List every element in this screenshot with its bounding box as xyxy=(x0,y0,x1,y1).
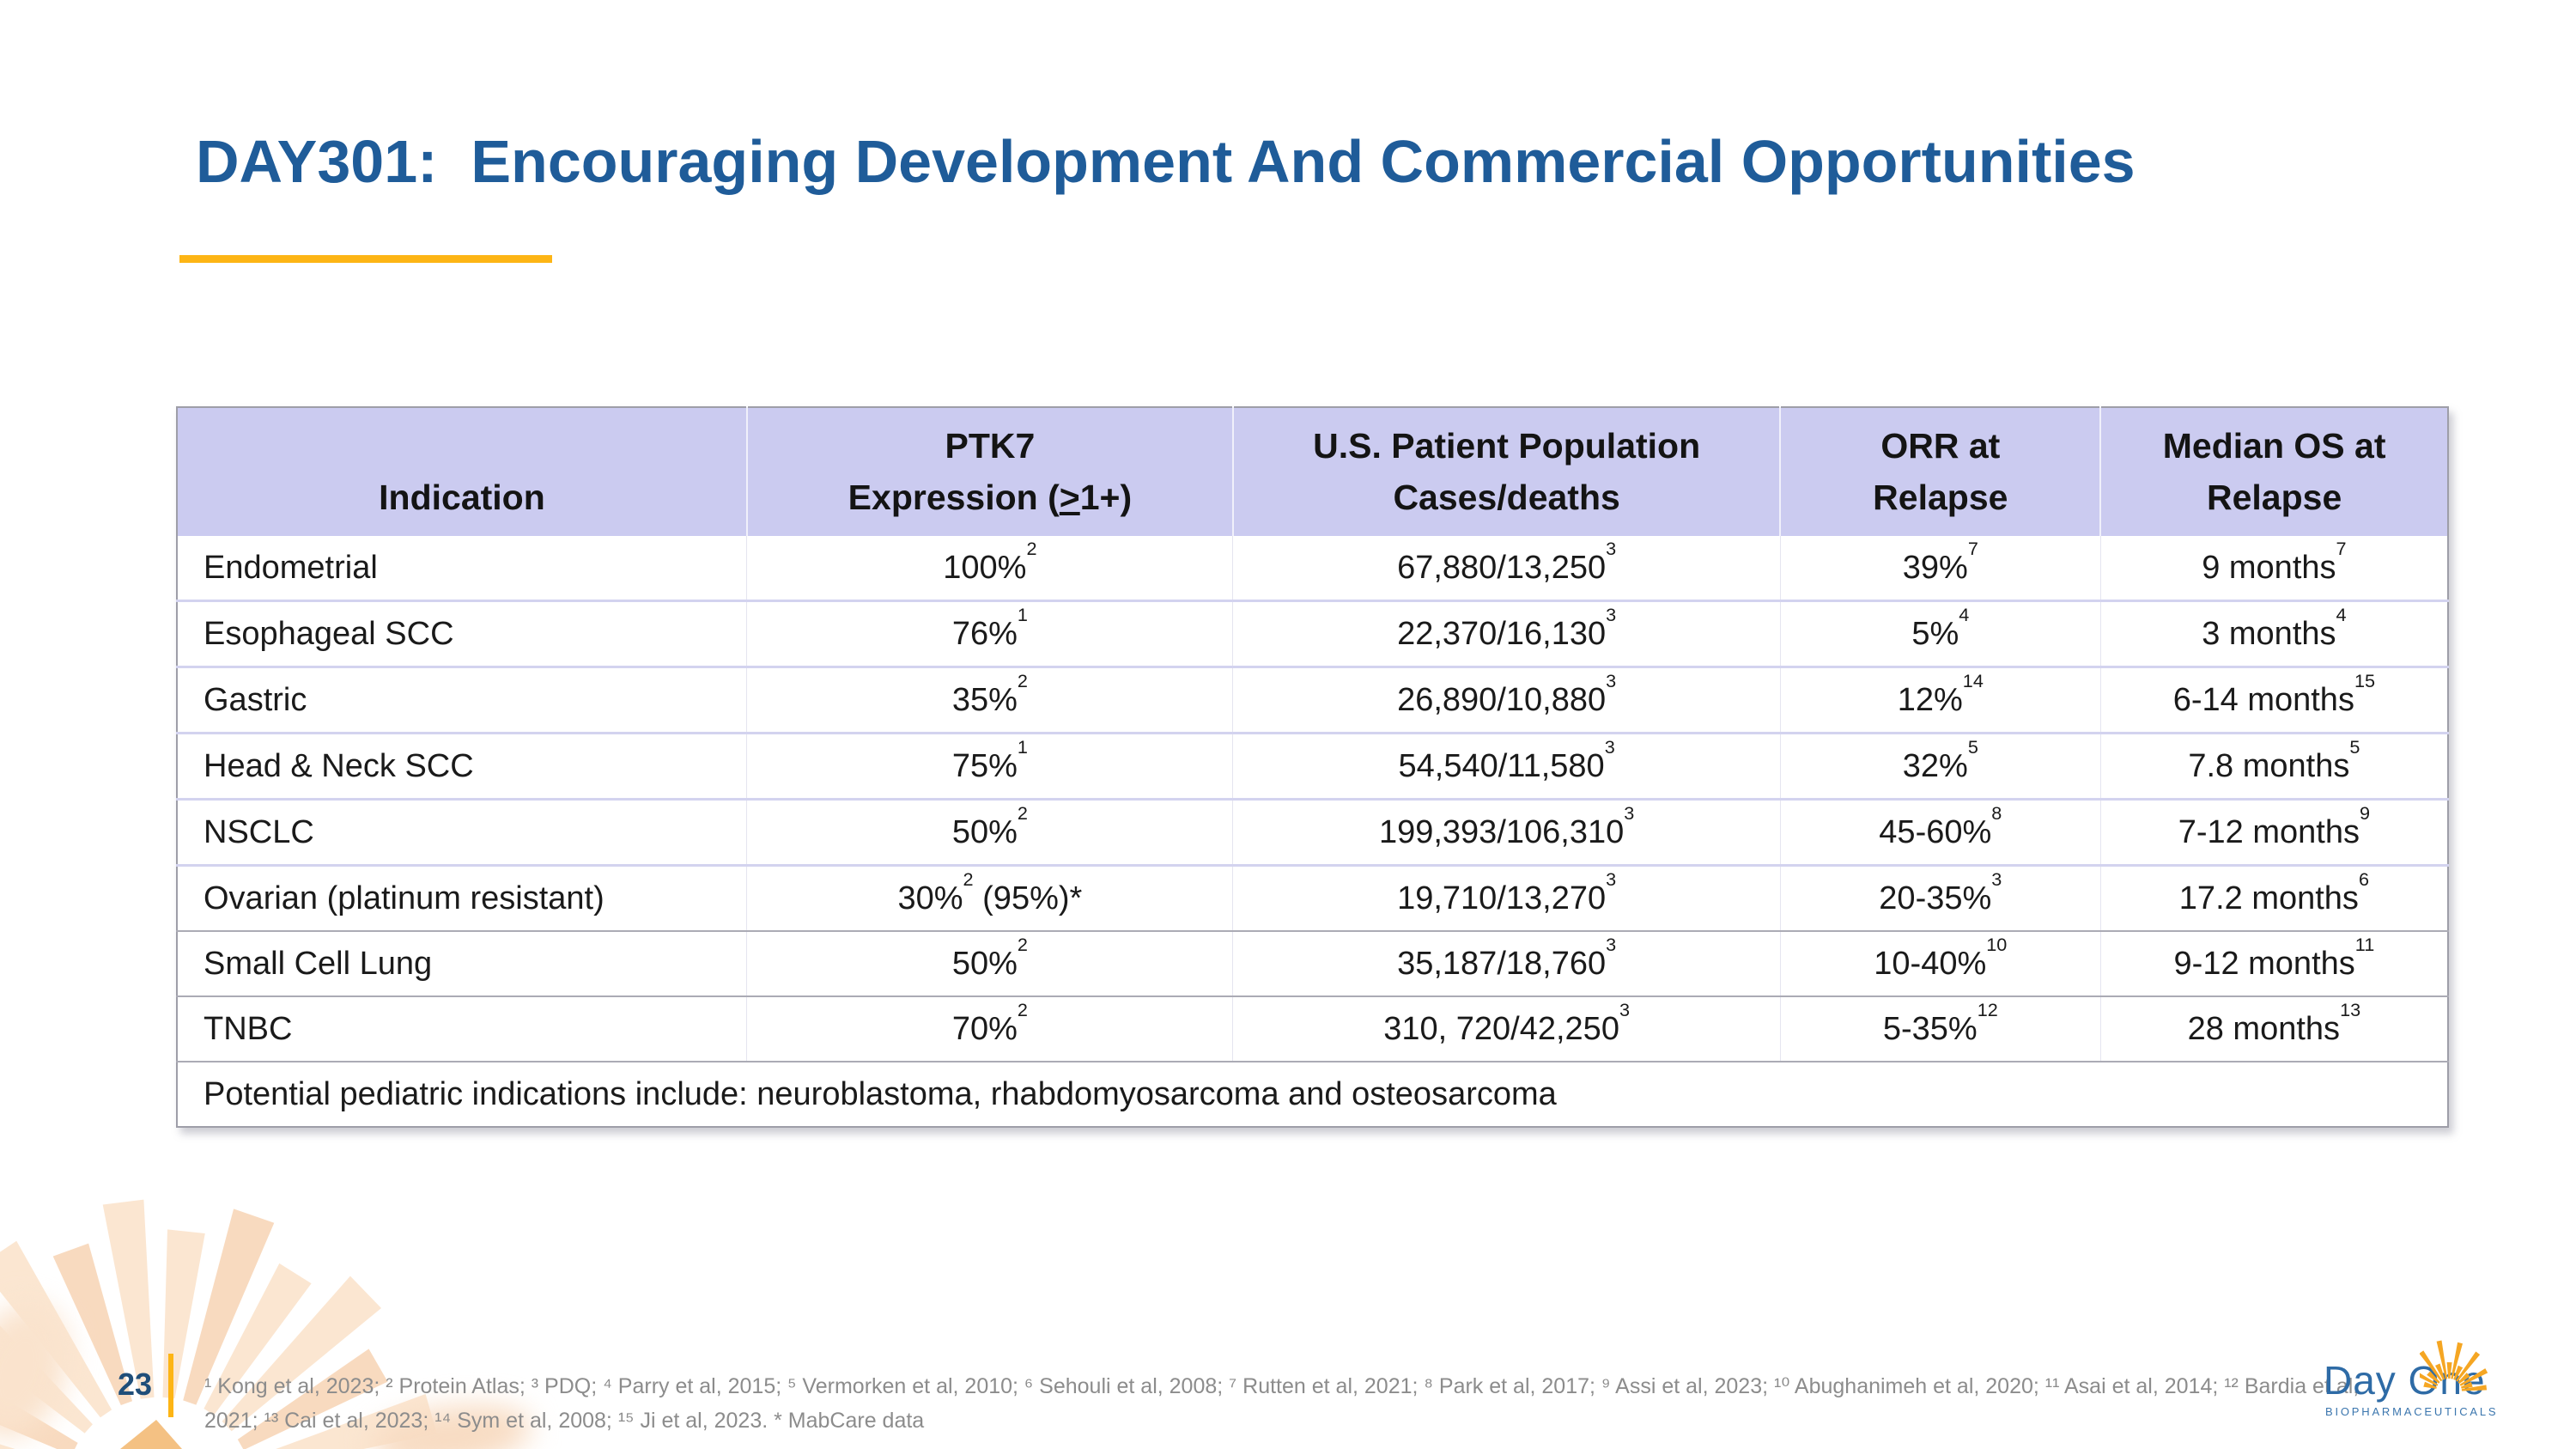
cell-median-os-at-relapse: 7.8 months5 xyxy=(2099,732,2448,800)
day-one-logo: Day One BIOPHARMACEUTICALS xyxy=(2318,1319,2533,1440)
table-row: Gastric 35%2 26,890/10,8803 12%14 6-14 month… xyxy=(177,666,2448,734)
sunburst-ray xyxy=(2461,1385,2488,1391)
table-header: Indication PTK7 Expression (>1+) U.S. Patie… xyxy=(177,407,2448,536)
table-row: NSCLC 50%2 199,393/106,3103 45-60%8 7-12 mon… xyxy=(177,798,2448,866)
cell-indication: Gastric xyxy=(177,666,747,734)
column-header-median-os-at-relapse: Median OS at Relapse xyxy=(2099,407,2448,536)
sunburst-ray xyxy=(2427,1371,2440,1384)
cell-indication: TNBC xyxy=(177,995,747,1062)
column-header-ptk7-expression: PTK7 Expression (>1+) xyxy=(745,407,1233,536)
cell-median-os-at-relapse: 3 months4 xyxy=(2099,600,2448,667)
cell-median-os-at-relapse: 28 months13 xyxy=(2099,995,2448,1062)
sunburst-icon xyxy=(2420,1340,2488,1391)
cell-us-patient-population: 67,880/13,2503 xyxy=(1232,536,1781,601)
table-body: Endometrial 100%2 67,880/13,2503 39%7 9 mont… xyxy=(176,536,2448,1127)
cell-ptk7-expression: 70%2 xyxy=(746,995,1233,1062)
page-number: 23 xyxy=(118,1367,153,1402)
cell-median-os-at-relapse: 6-14 months15 xyxy=(2099,666,2448,734)
cell-orr-at-relapse: 39%7 xyxy=(1779,536,2101,601)
cell-indication: Small Cell Lung xyxy=(177,930,747,996)
cell-median-os-at-relapse: 9-12 months11 xyxy=(2099,930,2448,996)
sunburst-ray xyxy=(120,1420,182,1449)
header-row: Indication PTK7 Expression (>1+) U.S. Patie… xyxy=(177,407,2448,536)
cell-median-os-at-relapse: 7-12 months9 xyxy=(2099,798,2448,866)
footer-accent-bar xyxy=(168,1354,173,1417)
cell-ptk7-expression: 75%1 xyxy=(746,732,1233,800)
sunburst-ray xyxy=(2456,1351,2481,1382)
cell-orr-at-relapse: 12%14 xyxy=(1779,666,2101,734)
indications-table: Indication PTK7 Expression (>1+) U.S. Patie… xyxy=(176,406,2449,1128)
cell-orr-at-relapse: 10-40%10 xyxy=(1779,930,2101,996)
cell-indication: Endometrial xyxy=(204,549,378,586)
cell-ptk7-expression: 50%2 xyxy=(746,798,1233,866)
sunburst-ray xyxy=(2451,1342,2463,1379)
sunburst-ray xyxy=(2461,1381,2473,1389)
sunburst-ray xyxy=(222,1275,381,1432)
corner-sunburst-decoration xyxy=(0,1199,437,1449)
cell-ptk7-expression: 100%2 xyxy=(746,536,1233,601)
sunburst-ray xyxy=(183,1209,275,1405)
logo-subtitle: BIOPHARMACEUTICALS xyxy=(2325,1405,2499,1418)
cell-indication: Head & Neck SCC xyxy=(177,732,747,800)
cell-us-patient-population: 54,540/11,5803 xyxy=(1232,732,1781,800)
sunburst-ray xyxy=(237,1349,388,1449)
table-row: TNBC 70%2 310, 720/42,2503 5-35%12 28 months… xyxy=(177,995,2448,1062)
cell-ptk7-expression: 35%2 xyxy=(746,666,1233,734)
table-footer-row: Potential pediatric indications include:… xyxy=(176,1061,2448,1127)
cell-orr-at-relapse: 45-60%8 xyxy=(1779,798,2101,866)
table-row: Esophageal SCC 76%1 22,370/16,1303 5%4 3 mon… xyxy=(177,600,2448,667)
sunburst-ray xyxy=(2453,1365,2464,1380)
sunburst-ray xyxy=(0,1444,15,1449)
footnotes: ¹ Kong et al, 2023; ² Protein Atlas; ³ P… xyxy=(204,1369,2360,1438)
cell-ptk7-expression: 76%1 xyxy=(746,600,1233,667)
cell-ptk7-expression: 30%2 (95%)* xyxy=(746,864,1233,931)
sunburst-ray xyxy=(2420,1350,2443,1382)
cell-indication: NSCLC xyxy=(177,798,747,866)
cell-us-patient-population: 310, 720/42,2503 xyxy=(1232,995,1781,1062)
cell-us-patient-population: 35,187/18,7603 xyxy=(1232,930,1781,996)
sunburst-ray xyxy=(2436,1340,2448,1379)
cell-orr-at-relapse: 32%5 xyxy=(1779,732,2101,800)
indications-table-container: Indication PTK7 Expression (>1+) U.S. Patie… xyxy=(176,406,2449,1128)
cell-us-patient-population: 19,710/13,2703 xyxy=(1232,864,1781,931)
cell-us-patient-population: 199,393/106,3103 xyxy=(1232,798,1781,866)
column-header-indication: Indication xyxy=(177,407,747,536)
column-header-us-patient-population: U.S. Patient Population Cases/deaths xyxy=(1231,407,1781,536)
table-row: Head & Neck SCC 75%1 54,540/11,5803 32%5 7.8… xyxy=(177,732,2448,800)
pediatric-indications-note: Potential pediatric indications include:… xyxy=(176,1061,2448,1127)
sunburst-ray xyxy=(2459,1368,2488,1386)
footnote-line: ¹ Kong et al, 2023; ² Protein Atlas; ³ P… xyxy=(204,1374,2360,1398)
cell-orr-at-relapse: 20-35%3 xyxy=(1779,864,2101,931)
cell-ptk7-expression: 50%2 xyxy=(746,930,1233,996)
table-row: Small Cell Lung 50%2 35,187/18,7603 10-40%1… xyxy=(177,930,2448,996)
sunburst-ray xyxy=(102,1199,155,1399)
sunburst-ray xyxy=(2423,1381,2437,1389)
sunburst-ray xyxy=(2420,1373,2439,1386)
cell-indication: Ovarian (platinum resistant) xyxy=(177,864,747,931)
cell-orr-at-relapse: 5-35%12 xyxy=(1779,995,2101,1062)
column-header-orr-at-relapse: ORR at Relapse xyxy=(1779,407,2101,536)
cell-median-os-at-relapse: 17.2 months6 xyxy=(2099,864,2448,931)
cell-indication: Esophageal SCC xyxy=(177,600,747,667)
sunburst-ray xyxy=(52,1243,133,1405)
table-row: Endometrial 100%2 67,880/13,2503 39%7 9 mont… xyxy=(177,536,2448,601)
sunburst-ray xyxy=(2458,1373,2470,1384)
sunburst-ray xyxy=(2435,1363,2445,1380)
cell-us-patient-population: 22,370/16,1303 xyxy=(1232,600,1781,667)
title-underline-accent xyxy=(179,255,552,263)
table-row: Ovarian (platinum resistant) 30%2 (95%)* 1… xyxy=(177,864,2448,931)
cell-median-os-at-relapse: 9 months7 xyxy=(2099,536,2448,601)
cell-us-patient-population: 26,890/10,8803 xyxy=(1232,666,1781,734)
sunburst-ray xyxy=(204,1263,312,1416)
page-title: DAY301: Encouraging Development And Comm… xyxy=(196,128,2136,195)
sunburst-ray xyxy=(2446,1362,2452,1379)
footnote-line: 2021; ¹³ Cai et al, 2023; ¹⁴ Sym et al, … xyxy=(204,1409,925,1433)
cell-orr-at-relapse: 5%4 xyxy=(1779,600,2101,667)
